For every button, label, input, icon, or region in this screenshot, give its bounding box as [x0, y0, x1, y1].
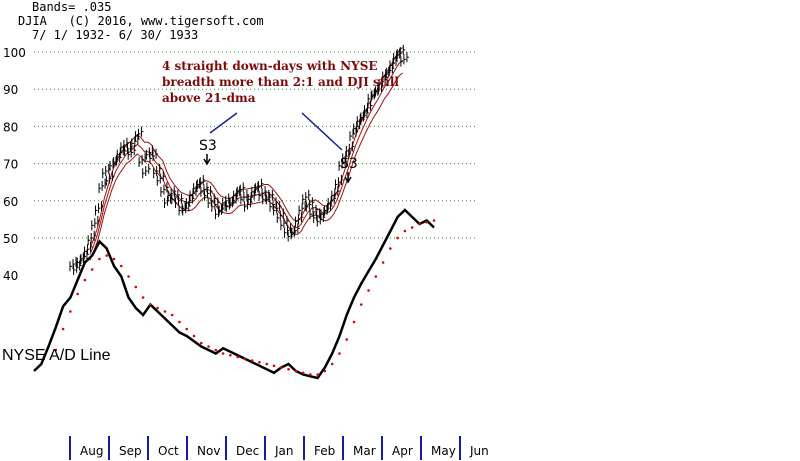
ad-ma-dot [316, 373, 319, 376]
band-line [89, 59, 404, 255]
date-range: 7/ 1/ 1932- 6/ 30/ 1933 [32, 28, 199, 42]
ad-ma-dot [352, 320, 356, 324]
ad-ma-dot [403, 229, 407, 233]
ad-ma-dot [367, 289, 370, 292]
ad-ma-dot [141, 296, 145, 299]
ad-ma-dot [221, 352, 225, 355]
x-tick-label: Mar [353, 444, 376, 458]
annotation-text: 4 straight down-days with NYSE [162, 59, 378, 73]
x-tick-label: Jun [469, 444, 489, 458]
ad-line-label: NYSE A/D Line [2, 347, 111, 364]
ad-ma-dot [69, 310, 72, 313]
x-tick-label: Aug [80, 444, 103, 458]
x-tick-label: Sep [119, 444, 142, 458]
ad-ma-dot [112, 257, 116, 261]
ad-ma-dot [287, 367, 290, 371]
signal-arrow-head [203, 158, 211, 166]
ad-ma-dot [301, 371, 305, 375]
ad-ma-dot [163, 310, 167, 313]
signal-label: S3 [199, 138, 217, 154]
ad-ma-dot [105, 254, 109, 257]
ad-ma-dot [192, 334, 196, 338]
ad-ma-dot [76, 292, 79, 296]
y-tick-label: 40 [3, 269, 18, 283]
ad-ma-dot [199, 341, 203, 345]
x-tick-label: May [431, 444, 456, 458]
x-tick-label: Apr [392, 444, 413, 458]
ad-ma-dot [207, 345, 210, 348]
x-tick-label: Oct [158, 444, 179, 458]
y-tick-label: 80 [3, 120, 18, 134]
ad-ma-dot [149, 303, 152, 306]
y-tick-label: 60 [3, 195, 18, 209]
ad-ma-dot [279, 366, 283, 369]
annotation-pointer [209, 112, 238, 134]
x-tick-label: Feb [314, 444, 335, 458]
ad-ma-dot [432, 219, 436, 222]
ad-ma-dot [243, 357, 247, 361]
ad-ma-dot [98, 257, 101, 261]
ad-ma-dot [61, 327, 65, 331]
ad-ma-dot [359, 303, 363, 306]
ad-ma-dot [156, 306, 159, 310]
ad-ma-dot [170, 313, 174, 317]
ad-ma-dot [250, 359, 254, 362]
x-tick-label: Dec [236, 444, 259, 458]
ad-ma-dot [236, 355, 239, 359]
annotation-text: breadth more than 2:1 and DJI still [162, 75, 399, 89]
ad-ma-dot [410, 226, 414, 229]
y-tick-label: 90 [3, 83, 18, 97]
ad-ma-dot [294, 369, 298, 373]
ad-ma-dot [127, 275, 130, 278]
ad-ma-dot [258, 360, 261, 364]
ad-line [33, 208, 435, 380]
ad-ma-dot [389, 247, 392, 250]
ad-ma-dot [330, 362, 334, 366]
x-tick-label: Nov [197, 444, 220, 458]
ad-ma-dot [185, 327, 189, 331]
signal-label: S3 [340, 156, 358, 172]
ad-ma-dot [345, 338, 349, 341]
bands-label: Bands= .035 [32, 0, 112, 14]
chart-title: DJIA (C) 2016, www.tigersoft.com [18, 14, 264, 28]
ad-ma-dot [381, 261, 385, 264]
ad-ma-dot [418, 222, 421, 226]
ad-ma-dot [323, 369, 327, 373]
ad-ma-dot [54, 348, 58, 352]
ad-ma-dot [425, 220, 429, 224]
ad-ma-dot [272, 364, 276, 368]
ad-ma-dot [83, 278, 87, 282]
ad-ma-dot [309, 373, 312, 376]
annotation-text: above 21-dma [162, 91, 256, 105]
ad-ma-dot [119, 264, 123, 268]
ad-ma-dot [338, 352, 341, 355]
y-tick-label: 50 [3, 232, 18, 246]
ad-ma-dot [90, 268, 94, 271]
annotation-pointer [301, 112, 343, 151]
ad-ma-dot [134, 285, 138, 289]
ad-ma-dot [265, 362, 269, 366]
ad-ma-dot [178, 320, 181, 324]
band-line [89, 47, 404, 249]
ad-ma-dot [214, 348, 218, 352]
x-tick-label: Jan [274, 444, 294, 458]
y-tick-label: 70 [3, 158, 18, 172]
ad-ma-dot [374, 275, 378, 278]
y-tick-label: 100 [3, 46, 26, 60]
signal-arrow-head [344, 176, 352, 184]
ad-ma-dot [229, 353, 232, 357]
ad-ma-dot [396, 236, 399, 240]
